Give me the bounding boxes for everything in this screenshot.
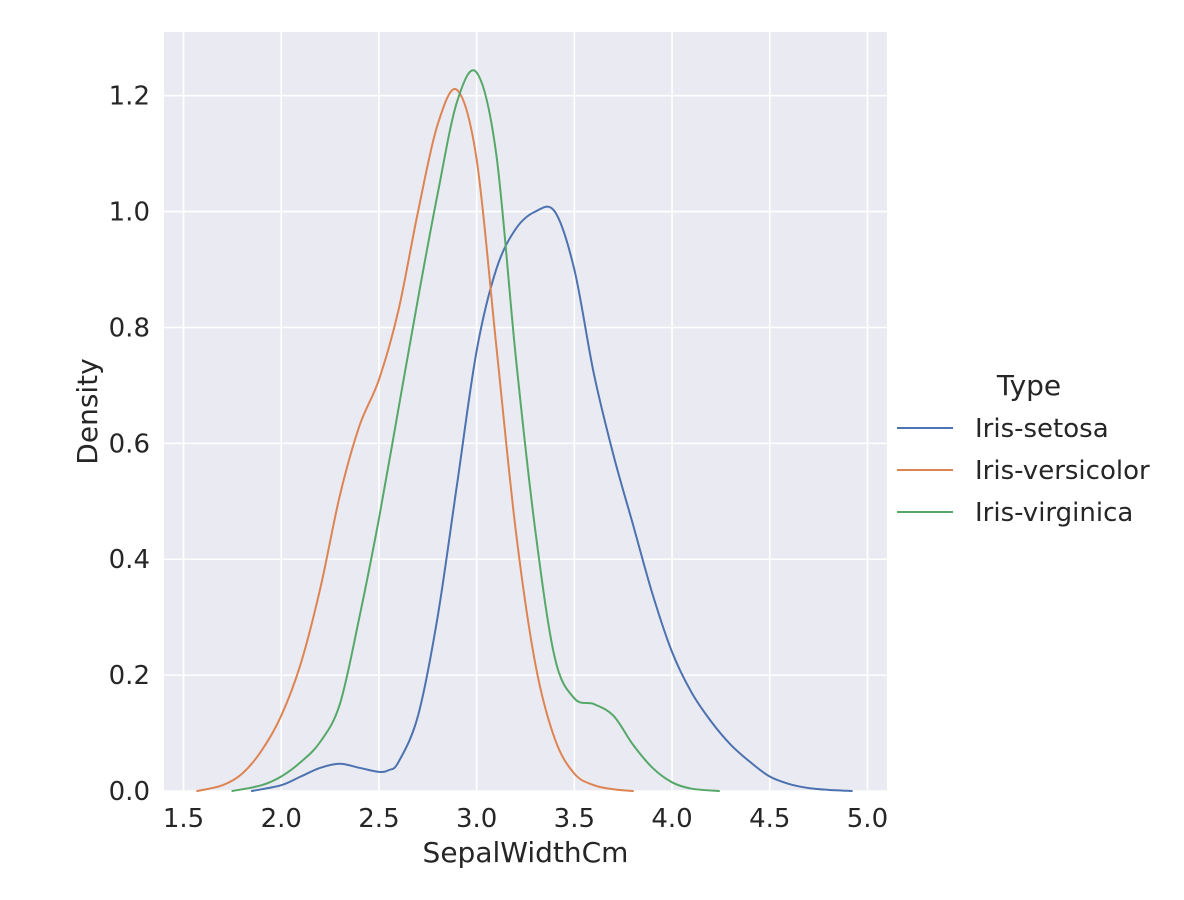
y-tick-label: 0.0 (109, 777, 150, 807)
legend-title: Type (996, 369, 1061, 402)
y-tick-label: 0.4 (109, 545, 150, 575)
y-tick-label: 0.2 (109, 661, 150, 691)
y-tick-labels: 0.0 0.2 0.4 0.6 0.8 1.0 1.2 (109, 82, 150, 807)
x-tick-label: 3.0 (456, 804, 497, 834)
y-tick-label: 1.0 (109, 198, 150, 228)
legend-label: Iris-virginica (975, 498, 1133, 528)
x-tick-label: 2.5 (358, 804, 399, 834)
x-tick-label: 4.5 (749, 804, 790, 834)
y-tick-label: 0.8 (109, 313, 150, 343)
legend-label: Iris-versicolor (975, 456, 1150, 486)
legend: Type Iris-setosa Iris-versicolor Iris-virg… (897, 369, 1150, 528)
series-lines (196, 69, 853, 792)
x-tick-label: 3.5 (554, 804, 595, 834)
legend-label: Iris-setosa (975, 414, 1109, 444)
y-tick-label: 1.2 (109, 82, 150, 112)
x-tick-label: 1.5 (163, 804, 204, 834)
y-axis-label: Density (71, 358, 104, 464)
x-tick-labels: 1.5 2.0 2.5 3.0 3.5 4.0 4.5 5.0 (163, 804, 888, 834)
x-axis-label: SepalWidthCm (423, 836, 629, 869)
x-tick-label: 4.0 (651, 804, 692, 834)
series-line-iris-versicolor (196, 87, 634, 792)
grid-lines (164, 32, 887, 792)
x-tick-label: 2.0 (261, 804, 302, 834)
series-line-iris-setosa (250, 205, 853, 792)
plot-background (164, 32, 887, 791)
y-tick-label: 0.6 (109, 429, 150, 459)
x-tick-label: 5.0 (847, 804, 888, 834)
series-line-iris-virginica (231, 69, 720, 792)
